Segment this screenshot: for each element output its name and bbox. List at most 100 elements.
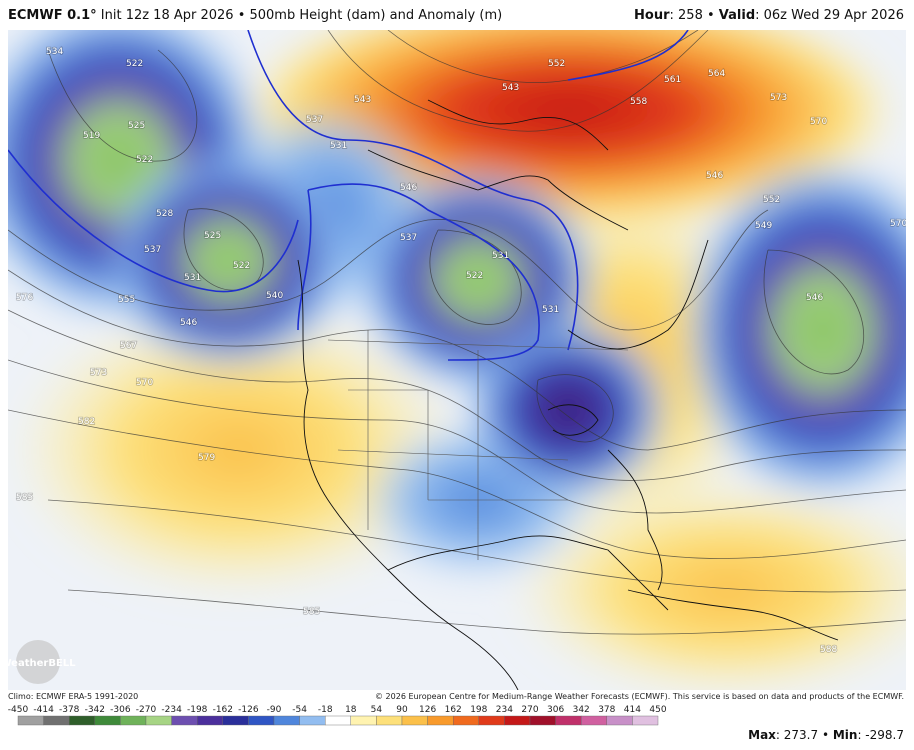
hour-label: Hour: [634, 8, 670, 23]
min-value: : -298.7: [857, 728, 904, 742]
colorbar-swatch: [325, 715, 352, 726]
colorbar-tick-label: -234: [161, 705, 182, 715]
colorbar-tick-label: -162: [213, 705, 233, 715]
colorbar-swatch: [145, 715, 172, 726]
contour-label: 525: [128, 121, 145, 131]
colorbar-swatch: [632, 715, 659, 726]
contour-label: 555: [118, 295, 135, 305]
colorbar-swatch: [350, 715, 377, 726]
contour-label: 519: [83, 131, 100, 141]
colorbar-swatch: [529, 715, 556, 726]
watermark: WeatherBELL: [8, 640, 76, 684]
contour-label: 567: [120, 341, 137, 351]
contour-label: 546: [806, 293, 823, 303]
contour-label: 570: [810, 117, 827, 127]
colorbar-swatch: [171, 715, 198, 726]
contour-label: 579: [198, 453, 215, 463]
colorbar-tick-label: 90: [396, 705, 408, 715]
colorbar-tick-label: 414: [624, 705, 641, 715]
max-value: : 273.7 •: [775, 728, 833, 742]
colorbar-swatch: [427, 715, 454, 726]
coastlines: [297, 99, 839, 690]
colorbar: -450 -414 -378 -342 -306 -270 -234 -198 -162 -126…: [8, 705, 667, 726]
colorbar-swatch: [606, 715, 633, 726]
valid-label: Valid: [718, 8, 756, 23]
contour-labels: 534 522 519 525 522 528 525 531 537 522 546 540 555 5…: [15, 46, 906, 656]
colorbar-tick-label: -90: [267, 705, 282, 715]
colorbar-swatch: [401, 715, 428, 726]
contour-label: 561: [664, 75, 681, 85]
contour-label: 546: [706, 171, 723, 181]
min-label: Min: [832, 728, 858, 742]
anomaly-field: [8, 30, 906, 690]
colorbar-swatch: [555, 715, 582, 726]
contour-label: 543: [502, 83, 519, 93]
contour-label: 537: [144, 245, 161, 255]
colorbar-tick-label: -342: [85, 705, 105, 715]
contour-label: 531: [542, 305, 559, 315]
colorbar-swatch: [69, 715, 96, 726]
colorbar-tick-label: -414: [33, 705, 54, 715]
colorbar-swatch: [222, 715, 249, 726]
hour-value: : 258 •: [669, 8, 719, 23]
colorbar-tick-label: 198: [470, 705, 487, 715]
colorbar-tick-label: -270: [136, 705, 157, 715]
stats: Max: 273.7 • Min: -298.7: [748, 728, 904, 742]
colorbar-tick-label: -198: [187, 705, 208, 715]
contour-label: 546: [180, 318, 197, 328]
colorbar-tick-label: -378: [59, 705, 80, 715]
contour-label: 558: [630, 97, 647, 107]
contour-label: 585: [303, 607, 320, 617]
contour-label: 522: [466, 271, 483, 281]
contour-label: 543: [354, 95, 371, 105]
contour-label: 540: [266, 291, 283, 301]
colorbar-swatch: [17, 715, 44, 726]
contour-label: 549: [755, 221, 772, 231]
contour-label: 570: [890, 219, 906, 229]
contour-label: 522: [136, 155, 153, 165]
copyright: © 2026 European Centre for Medium-Range …: [375, 692, 904, 701]
climo-note: Climo: ECMWF ERA-5 1991-2020: [8, 692, 139, 701]
map: 534 522 519 525 522 528 525 531 537 522 546 540 555 5…: [8, 30, 906, 690]
colorbar-tick-label: 162: [445, 705, 462, 715]
header: ECMWF 0.1° Init 12z 18 Apr 2026 • 500mb …: [0, 0, 914, 30]
contour-label: 552: [548, 59, 565, 69]
colorbar-swatch: [504, 715, 531, 726]
colorbar-tick-label: -54: [292, 705, 307, 715]
colorbar-tick-label: -126: [238, 705, 259, 715]
contour-label: 537: [306, 115, 323, 125]
borders: [327, 330, 629, 560]
contour-label: 588: [820, 645, 837, 655]
colorbar-tick-label: 18: [345, 705, 357, 715]
colorbar-tick-label: 450: [649, 705, 666, 715]
contour-label: 531: [492, 251, 509, 261]
run-info: Init 12z 18 Apr 2026 • 500mb Height (dam…: [96, 8, 503, 23]
colorbar-tick-label: 342: [573, 705, 590, 715]
valid-time: Hour: 258 • Valid: 06z Wed 29 Apr 2026: [634, 8, 904, 23]
contour-label: 522: [126, 59, 143, 69]
colorbar-swatch: [376, 715, 403, 726]
contour-label: 576: [16, 293, 33, 303]
contour-label: 522: [233, 261, 250, 271]
colorbar-swatch: [299, 715, 326, 726]
height-contours: [8, 30, 906, 635]
contour-label: 531: [330, 141, 347, 151]
colorbar-tick-label: -306: [110, 705, 131, 715]
contour-label: 582: [78, 417, 95, 427]
colorbar-swatch: [478, 715, 505, 726]
valid-value: : 06z Wed 29 Apr 2026: [755, 8, 904, 23]
colorbar-swatch: [94, 715, 121, 726]
contour-label: 573: [770, 93, 787, 103]
colorbar-tick-label: 378: [598, 705, 615, 715]
colorbar-tick-label: -18: [318, 705, 333, 715]
title: ECMWF 0.1° Init 12z 18 Apr 2026 • 500mb …: [8, 8, 502, 23]
colorbar-tick-label: 54: [371, 705, 383, 715]
colorbar-tick-label: -450: [8, 705, 28, 715]
contour-label: 531: [184, 273, 201, 283]
colorbar-swatch: [120, 715, 147, 726]
contour-label: 525: [204, 231, 221, 241]
contour-label: 534: [46, 47, 63, 57]
contour-label: 570: [136, 378, 153, 388]
